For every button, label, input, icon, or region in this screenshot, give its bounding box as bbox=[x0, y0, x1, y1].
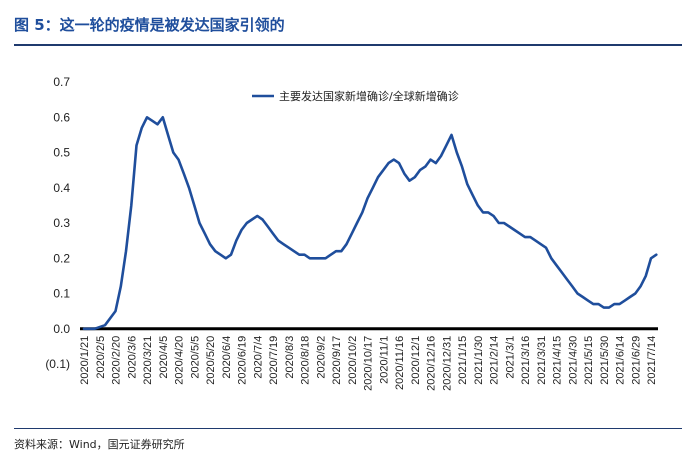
x-tick-label: 2020/12/31 bbox=[441, 336, 453, 391]
y-tick-label: 0.1 bbox=[53, 287, 70, 301]
x-tick-label: 2020/8/18 bbox=[300, 336, 312, 385]
y-axis: (0.1) 0.0 0.1 0.2 0.3 0.4 0.5 0.6 0.7 bbox=[45, 75, 70, 371]
bottom-rule bbox=[14, 428, 682, 429]
legend-label: 主要发达国家新增确诊/全球新增确诊 bbox=[279, 89, 459, 103]
x-tick-label: 2020/12/1 bbox=[410, 336, 422, 385]
x-tick-label: 2021/5/15 bbox=[583, 336, 595, 385]
x-tick-label: 2021/3/31 bbox=[536, 336, 548, 385]
x-tick-label: 2020/11/1 bbox=[378, 336, 390, 384]
x-tick-label: 2020/2/20 bbox=[111, 336, 123, 385]
x-tick-label: 2020/4/20 bbox=[174, 336, 186, 385]
top-rule bbox=[14, 44, 682, 46]
plot-area bbox=[80, 116, 658, 331]
x-tick-label: 2020/5/20 bbox=[205, 336, 217, 385]
x-tick-label: 2020/1/21 bbox=[79, 336, 91, 385]
x-tick-label: 2021/4/15 bbox=[552, 336, 564, 385]
x-tick-label: 2020/12/16 bbox=[426, 336, 438, 391]
legend: 主要发达国家新增确诊/全球新增确诊 bbox=[252, 89, 459, 103]
y-tick-label: 0.0 bbox=[53, 322, 70, 336]
source-note: 资料来源：Wind，国元证券研究所 bbox=[14, 438, 185, 451]
series-line bbox=[82, 116, 658, 331]
y-tick-label: 0.7 bbox=[53, 75, 70, 89]
y-tick-label: 0.6 bbox=[53, 110, 70, 124]
x-tick-label: 2020/10/2 bbox=[347, 336, 359, 385]
x-tick-label: 2020/5/5 bbox=[189, 336, 201, 379]
x-tick-label: 2020/7/4 bbox=[252, 336, 264, 379]
x-tick-label: 2020/3/21 bbox=[142, 336, 154, 385]
x-tick-label: 2020/7/19 bbox=[268, 336, 280, 385]
y-tick-label: 0.5 bbox=[53, 146, 70, 160]
x-tick-label: 2020/3/6 bbox=[126, 336, 138, 379]
x-tick-label: 2020/9/17 bbox=[331, 336, 343, 385]
x-axis: 2020/1/21 2020/2/5 2020/2/20 2020/3/6 2020/3… bbox=[79, 336, 658, 391]
x-tick-label: 2020/6/19 bbox=[237, 336, 249, 385]
y-tick-label: 0.4 bbox=[53, 181, 70, 195]
x-tick-label: 2020/11/16 bbox=[394, 336, 406, 390]
y-tick-label: 0.2 bbox=[53, 251, 70, 265]
x-tick-label: 2020/10/17 bbox=[363, 336, 375, 391]
chart: (0.1)0.00.10.20.30.40.50.60.7 2020/1/21 2… bbox=[45, 75, 658, 391]
x-tick-label: 2021/6/14 bbox=[615, 336, 627, 385]
x-tick-label: 2021/4/30 bbox=[567, 336, 579, 385]
x-tick-label: 2020/8/3 bbox=[284, 336, 296, 379]
x-tick-label: 2020/9/2 bbox=[315, 336, 327, 379]
x-tick-label: 2021/6/29 bbox=[630, 336, 642, 385]
x-tick-label: 2021/7/14 bbox=[646, 336, 658, 385]
x-tick-label: 2021/3/1 bbox=[504, 336, 516, 379]
y-tick-label: (0.1) bbox=[45, 357, 70, 371]
x-tick-label: 2020/2/5 bbox=[95, 336, 107, 379]
x-tick-label: 2021/1/15 bbox=[457, 336, 469, 385]
x-tick-label: 2021/2/14 bbox=[489, 336, 501, 385]
figure-title: 图 5：这一轮的疫情是被发达国家引领的 bbox=[14, 16, 285, 34]
y-tick-label: 0.3 bbox=[53, 216, 70, 230]
x-tick-label: 2020/4/5 bbox=[158, 336, 170, 379]
x-tick-label: 2021/1/30 bbox=[473, 336, 485, 385]
x-tick-label: 2021/3/16 bbox=[520, 336, 532, 385]
x-tick-label: 2020/6/4 bbox=[221, 336, 233, 379]
x-tick-label: 2021/5/30 bbox=[599, 336, 611, 385]
